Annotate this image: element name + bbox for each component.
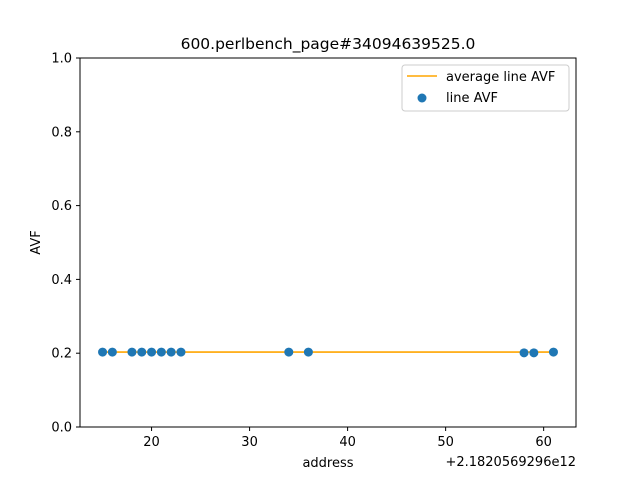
y-axis-label: AVF bbox=[29, 230, 44, 254]
x-axis-label: address bbox=[302, 456, 353, 471]
scatter-point bbox=[127, 347, 137, 357]
legend-label-line-avf: line AVF bbox=[446, 91, 498, 106]
scatter-point bbox=[147, 347, 157, 357]
scatter-point bbox=[519, 348, 529, 358]
x-tick-label: 30 bbox=[241, 435, 258, 450]
x-axis-offset-label: +2.1820569296e12 bbox=[445, 455, 576, 470]
axes-frame bbox=[79, 57, 577, 428]
x-tick-label: 60 bbox=[535, 435, 552, 450]
scatter-point bbox=[107, 347, 117, 357]
chart-title: 600.perlbench_page#34094639525.0 bbox=[181, 35, 476, 54]
y-axis-ticks: 0.0 0.2 0.4 0.6 0.8 1.0 bbox=[51, 52, 80, 436]
scatter-point bbox=[156, 347, 166, 357]
y-tick-label: 0.8 bbox=[51, 125, 72, 140]
x-axis-ticks: 20 30 40 50 60 bbox=[143, 427, 552, 450]
scatter-point bbox=[137, 347, 147, 357]
y-tick-label: 0.0 bbox=[51, 421, 72, 436]
y-tick-label: 1.0 bbox=[51, 52, 72, 67]
scatter-point bbox=[303, 347, 313, 357]
legend: average line AVF line AVF bbox=[401, 64, 570, 112]
x-tick-label: 50 bbox=[437, 435, 454, 450]
scatter-point bbox=[284, 347, 294, 357]
y-tick-label: 0.4 bbox=[51, 273, 72, 288]
data-layer bbox=[98, 347, 558, 358]
plot-area bbox=[79, 57, 577, 428]
scatter-point bbox=[548, 347, 558, 357]
scatter-point bbox=[529, 348, 539, 358]
scatter-point bbox=[176, 347, 186, 357]
x-tick-label: 20 bbox=[143, 435, 160, 450]
legend-label-average-line: average line AVF bbox=[446, 70, 555, 85]
y-tick-label: 0.2 bbox=[51, 347, 72, 362]
scatter-point bbox=[166, 347, 176, 357]
scatter-point bbox=[98, 347, 108, 357]
legend-frame bbox=[401, 64, 570, 112]
y-tick-label: 0.6 bbox=[51, 199, 72, 214]
x-tick-label: 40 bbox=[339, 435, 356, 450]
legend-swatch-line-avf bbox=[417, 93, 427, 103]
